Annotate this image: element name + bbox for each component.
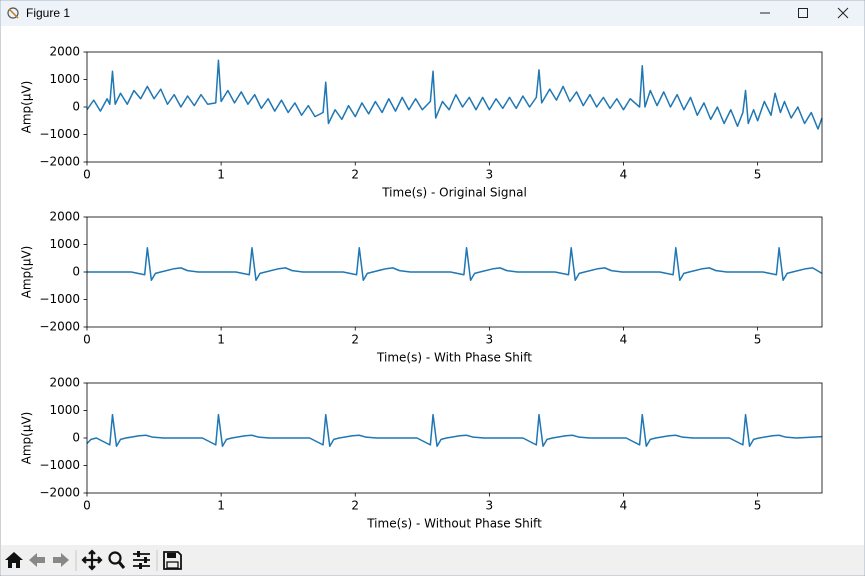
signal-line xyxy=(86,413,823,447)
x-tick-label: 4 xyxy=(620,168,628,182)
x-axis-label: Time(s) - Without Phase Shift xyxy=(366,517,542,531)
save-button[interactable] xyxy=(163,551,182,570)
y-tick-label: 2000 xyxy=(49,376,80,390)
x-tick-label: 1 xyxy=(217,168,225,182)
x-tick-label: 1 xyxy=(217,499,225,513)
y-tick-label: 0 xyxy=(72,431,80,445)
app-icon xyxy=(7,7,19,19)
y-tick-label: 1000 xyxy=(49,403,80,417)
y-tick-label: 0 xyxy=(72,265,80,279)
y-tick-label: −1000 xyxy=(39,127,80,141)
x-tick-label: 5 xyxy=(754,168,762,182)
x-tick-label: 5 xyxy=(754,333,762,347)
x-tick-label: 3 xyxy=(486,168,494,182)
configure-button[interactable] xyxy=(133,551,150,569)
pan-button[interactable] xyxy=(81,549,103,571)
x-tick-label: 2 xyxy=(351,333,359,347)
x-tick-label: 4 xyxy=(620,333,628,347)
y-tick-label: 1000 xyxy=(49,72,80,86)
y-axis-label: Amp(μV) xyxy=(20,246,34,299)
x-tick-label: 2 xyxy=(351,499,359,513)
y-tick-label: 2000 xyxy=(49,210,80,224)
y-tick-label: 2000 xyxy=(49,45,80,59)
toolbar xyxy=(1,545,864,575)
y-tick-label: −2000 xyxy=(39,486,80,500)
x-tick-label: 0 xyxy=(83,499,91,513)
forward-button[interactable] xyxy=(53,553,69,567)
zoom-button[interactable] xyxy=(108,551,126,569)
y-axis-label: Amp(μV) xyxy=(20,81,34,134)
x-tick-label: 3 xyxy=(486,499,494,513)
close-button[interactable] xyxy=(825,1,864,26)
back-button[interactable] xyxy=(29,553,45,567)
x-tick-label: 0 xyxy=(83,333,91,347)
y-tick-label: 1000 xyxy=(49,237,80,251)
x-tick-label: 3 xyxy=(486,333,494,347)
title-bar xyxy=(1,1,864,26)
maximize-button[interactable] xyxy=(785,1,825,26)
minimize-button[interactable] xyxy=(745,1,785,26)
y-tick-label: 0 xyxy=(72,100,80,114)
y-tick-label: −2000 xyxy=(39,155,80,169)
y-axis-label: Amp(μV) xyxy=(20,412,34,465)
x-tick-label: 5 xyxy=(754,499,762,513)
signal-line xyxy=(87,247,823,281)
x-tick-label: 2 xyxy=(351,168,359,182)
y-tick-label: −1000 xyxy=(39,292,80,306)
y-tick-label: −1000 xyxy=(39,458,80,472)
home-button[interactable] xyxy=(5,552,23,568)
signal-line xyxy=(86,59,823,130)
window-title: Figure 1 xyxy=(26,6,70,20)
x-tick-label: 4 xyxy=(620,499,628,513)
x-tick-label: 1 xyxy=(217,333,225,347)
x-axis-label: Time(s) - With Phase Shift xyxy=(376,351,532,365)
x-tick-label: 0 xyxy=(83,168,91,182)
x-axis-label: Time(s) - Original Signal xyxy=(381,186,527,200)
y-tick-label: −2000 xyxy=(39,320,80,334)
